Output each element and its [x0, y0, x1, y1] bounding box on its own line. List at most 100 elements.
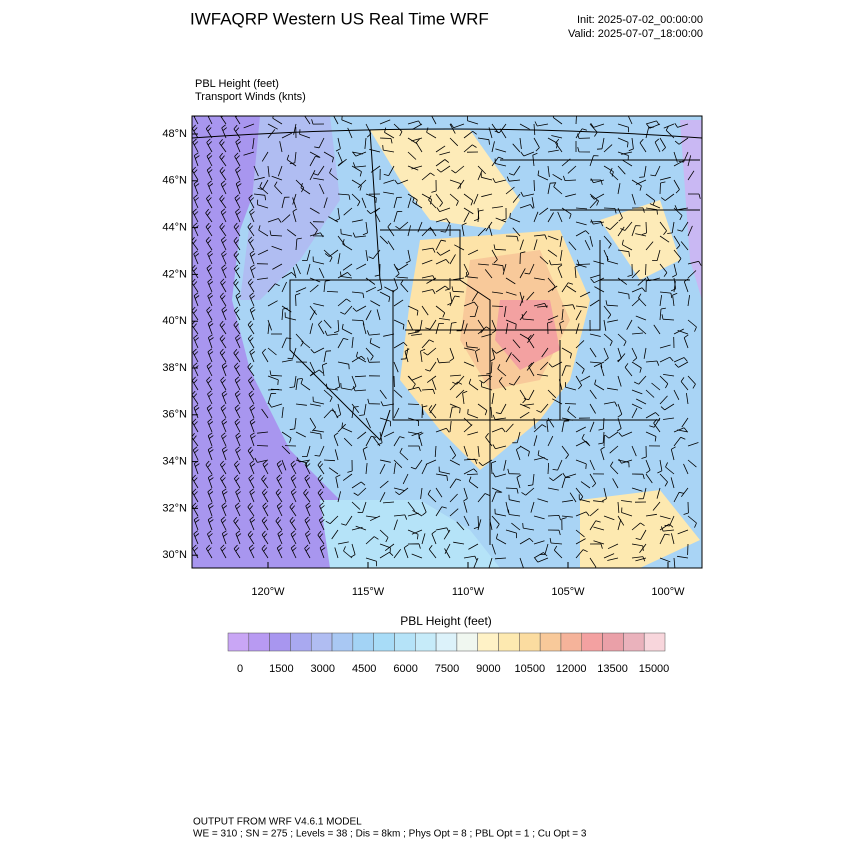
wind-barb [270, 388, 283, 391]
wind-barb [243, 123, 255, 129]
wind-label: Transport Winds (knts) [195, 91, 306, 103]
wind-barb [233, 264, 241, 279]
wind-barb [519, 411, 530, 419]
wind-barb [635, 529, 647, 540]
wind-barb [533, 211, 539, 223]
wind-barb [473, 193, 479, 205]
wind-barb [207, 180, 214, 195]
wind-barb [645, 412, 660, 419]
wind-barb [488, 225, 493, 237]
wind-barb [577, 259, 591, 265]
wind-barb [277, 530, 284, 545]
wind-barb [540, 361, 549, 371]
wind-barb [505, 235, 519, 242]
wind-barb [495, 148, 507, 153]
wind-barb [234, 376, 241, 391]
wind-barb [379, 464, 386, 475]
wind-barb [319, 183, 325, 195]
wind-barb [598, 417, 605, 431]
wind-barb [312, 256, 325, 265]
wind-barb [290, 474, 297, 489]
map-axes: 48°N 46°N 44°N 42°N 40°N 38°N 36°N 34°N 32°N 30°N… [162, 128, 685, 598]
wind-barb [603, 515, 615, 521]
wind-barb [575, 340, 585, 349]
wind-barb [407, 151, 417, 160]
wind-barb [659, 473, 668, 487]
wind-barb [306, 263, 311, 275]
wind-barb [337, 193, 351, 200]
wind-barb [491, 319, 497, 334]
wind-barb [234, 502, 241, 517]
wind-barb [631, 287, 646, 293]
wind-barb [436, 207, 451, 212]
wind-barb [340, 382, 353, 391]
wind-barb [589, 347, 597, 358]
wind-barb [295, 263, 301, 275]
wind-barb [234, 362, 241, 377]
wind-barb [466, 473, 479, 475]
wind-barb [272, 263, 283, 270]
wind-barb [393, 549, 402, 559]
wind-barb [635, 233, 647, 237]
wind-barb [342, 239, 353, 251]
wind-barb [491, 123, 499, 134]
wind-barb [193, 516, 200, 531]
wind-barb [607, 543, 619, 550]
colorbar-swatch [435, 632, 458, 652]
wind-barb [627, 263, 633, 277]
wind-barb [383, 431, 395, 438]
wind-barb [627, 116, 633, 125]
wind-barb [498, 377, 507, 391]
wind-barb [289, 417, 297, 431]
wind-barb [221, 264, 227, 279]
wind-barb [324, 249, 339, 257]
wind-barb [512, 143, 521, 153]
wind-barb [193, 292, 200, 307]
wind-barb [323, 319, 332, 329]
wind-barb [257, 199, 269, 209]
wind-barb [323, 389, 333, 402]
wind-barb [473, 515, 479, 529]
wind-barb [301, 340, 311, 349]
wind-barb [420, 487, 423, 499]
wind-barb [275, 488, 283, 503]
lat-label: 38°N [162, 362, 187, 374]
wind-barb [374, 208, 381, 223]
wind-barb [436, 249, 451, 256]
wind-barb [677, 330, 689, 335]
wind-barb [579, 291, 591, 298]
colorbar-swatch [477, 632, 499, 652]
wind-barb [516, 446, 521, 461]
wind-barb [449, 421, 452, 433]
wind-barb [607, 387, 619, 391]
wind-barb [267, 323, 270, 335]
wind-barb [670, 446, 676, 461]
wind-barb [638, 487, 647, 500]
wind-barb [334, 449, 339, 461]
wind-barb [233, 306, 241, 321]
wind-barb [605, 221, 619, 230]
wind-barb [411, 553, 423, 559]
wind-barb [233, 278, 241, 293]
wind-barb [454, 244, 465, 251]
wind-barb [357, 431, 367, 440]
wind-barb [207, 474, 214, 489]
wind-barb [384, 543, 395, 552]
lat-label: 34°N [162, 456, 187, 468]
wind-barb [318, 516, 325, 531]
wind-barb [561, 499, 573, 503]
colorbar-label: 3000 [311, 663, 335, 675]
wind-barb [415, 138, 423, 153]
wind-barb [233, 516, 241, 531]
wind-barb [305, 530, 311, 545]
wind-barb [407, 386, 422, 392]
wind-barb [281, 445, 291, 455]
wind-barb [275, 516, 283, 531]
wind-barb [193, 404, 200, 419]
wind-barb [435, 259, 450, 265]
wind-barb [309, 369, 324, 377]
wind-barb [499, 128, 507, 139]
wind-barb [261, 348, 269, 363]
lon-label: 120°W [251, 586, 285, 598]
wind-barb [256, 445, 269, 447]
